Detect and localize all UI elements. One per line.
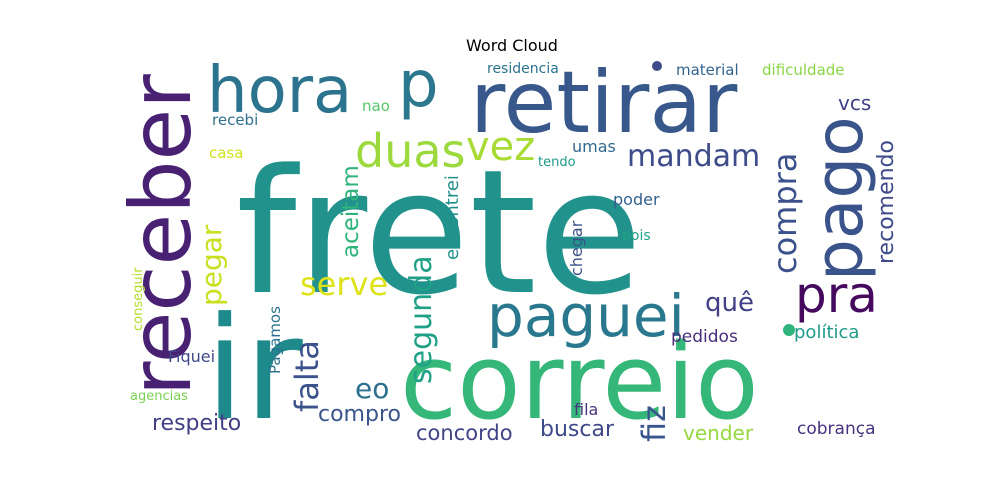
word-encontrei: encontrei	[442, 175, 463, 260]
word-compra: compra	[766, 153, 804, 274]
word-serve: serve	[300, 265, 388, 303]
word-segunda: segunda	[404, 255, 439, 384]
word-compro: compro	[318, 402, 401, 427]
word-vez: vez	[466, 124, 535, 170]
word-paguei: paguei	[487, 282, 685, 350]
word-pagamos: Pagamos	[266, 306, 284, 374]
word-residencia: residencia	[487, 61, 559, 77]
dot-glyph-0	[652, 61, 662, 71]
word-fila: fila	[574, 400, 598, 419]
word-umas: umas	[572, 137, 616, 156]
word-material: material	[676, 61, 739, 79]
word-aceitam: aceitam	[338, 165, 364, 258]
word-pegar: pegar	[195, 224, 228, 306]
word-mandam: mandam	[627, 139, 760, 174]
word-chegar: chegar	[567, 220, 586, 276]
word-tendo: tendo	[538, 155, 576, 170]
word-vender: vender	[683, 421, 754, 445]
word-concordo: concordo	[416, 421, 513, 445]
word-pra: pra	[795, 266, 878, 324]
word-casa: casa	[209, 144, 243, 162]
word-recomendo: recomendo	[874, 140, 899, 264]
word-duas: duas	[355, 124, 466, 178]
word-politica: política	[794, 322, 859, 343]
word-buscar: buscar	[540, 417, 615, 442]
word-que: quê	[705, 288, 754, 318]
word-fiz: fiz	[635, 405, 673, 442]
word-respeito: respeito	[152, 411, 241, 436]
word-eo: eo	[355, 372, 389, 405]
dot-glyph-1	[783, 324, 795, 336]
word-cobranca: cobrança	[797, 419, 875, 439]
word-poder: poder	[613, 190, 660, 209]
word-pedidos: pedidos	[671, 327, 738, 347]
word-pois: pois	[622, 228, 651, 244]
word-p: p	[398, 48, 439, 122]
word-conseguir: conseguir	[131, 267, 146, 331]
word-fiquei: Fiquei	[168, 347, 215, 366]
word-vcs: vcs	[838, 91, 871, 115]
word-dificuldade: dificuldade	[762, 61, 845, 79]
word-nao: nao	[362, 97, 390, 115]
word-recebi: recebi	[212, 111, 258, 129]
word-agencias: agencias	[130, 389, 188, 404]
word-pago: pago	[801, 116, 878, 281]
